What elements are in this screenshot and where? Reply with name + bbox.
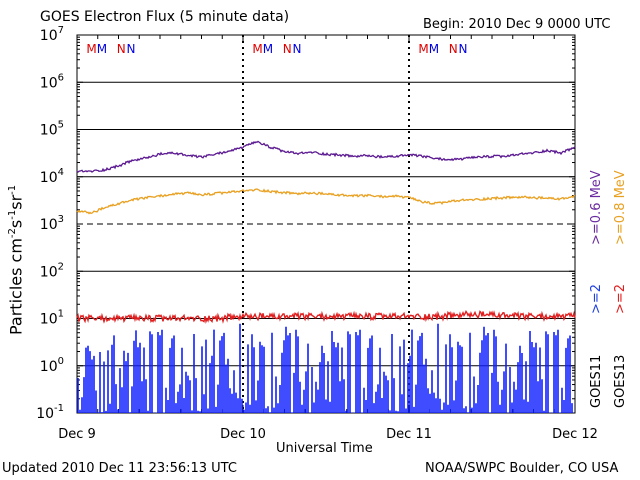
mn-marker: M bbox=[97, 42, 107, 56]
mn-marker: M bbox=[263, 42, 273, 56]
legend-goes13-ge08: >=0.8 MeV bbox=[613, 170, 628, 245]
y-tick-label: 104 bbox=[40, 167, 64, 186]
mn-marker: N bbox=[126, 42, 135, 56]
begin-time: Begin: 2010 Dec 9 0000 UTC bbox=[423, 17, 611, 32]
y-tick-exponent: 2 bbox=[58, 261, 64, 272]
mn-marker: N bbox=[449, 42, 458, 56]
x-tick-label: Dec 10 bbox=[220, 427, 266, 442]
legend-goes13-ge2: >=2 bbox=[613, 283, 628, 314]
series-goes13-ge08 bbox=[76, 188, 575, 215]
y-tick-exponent: 4 bbox=[58, 167, 64, 178]
mn-marker: M bbox=[252, 42, 262, 56]
mn-marker: N bbox=[458, 42, 467, 56]
y-axis-label: Particles cm-2s-1sr-1 bbox=[6, 184, 26, 335]
y-tick-exponent: 6 bbox=[58, 72, 64, 83]
y-tick-label: 105 bbox=[40, 120, 64, 139]
mn-marker: M bbox=[86, 42, 96, 56]
legend-goes11-satellite: GOES11 bbox=[589, 354, 604, 408]
credit: NOAA/SWPC Boulder, CO USA bbox=[425, 461, 619, 476]
mn-marker: M bbox=[429, 42, 439, 56]
x-axis-label: Universal Time bbox=[276, 441, 373, 456]
y-tick-exponent: 3 bbox=[58, 214, 64, 225]
y-tick-label: 100 bbox=[40, 356, 64, 375]
y-tick-exponent: 1 bbox=[58, 309, 64, 320]
series-goes11-ge2 bbox=[77, 323, 573, 413]
y-tick-label: 103 bbox=[40, 214, 64, 233]
mn-marker: N bbox=[283, 42, 292, 56]
series-goes11-ge06 bbox=[76, 140, 576, 173]
x-tick-label: Dec 11 bbox=[386, 427, 432, 442]
y-tick-label: 107 bbox=[40, 25, 64, 44]
mn-marker: N bbox=[117, 42, 126, 56]
y-tick-exponent: 0 bbox=[58, 356, 64, 367]
y-tick-exponent: 5 bbox=[58, 120, 64, 131]
x-tick-label: Dec 9 bbox=[58, 427, 96, 442]
updated-time: Updated 2010 Dec 11 23:56:13 UTC bbox=[2, 461, 237, 476]
legend-goes11-ge2: >=2 bbox=[589, 283, 604, 314]
y-tick-label: 106 bbox=[40, 72, 64, 91]
mn-marker: N bbox=[292, 42, 301, 56]
chart-title: GOES Electron Flux (5 minute data) bbox=[40, 9, 290, 25]
x-tick-label: Dec 12 bbox=[552, 427, 598, 442]
legend-goes11-ge06: >=0.6 MeV bbox=[589, 170, 604, 245]
y-tick-label: 102 bbox=[40, 261, 64, 280]
series-goes13-ge2 bbox=[76, 310, 576, 324]
legend-goes13-satellite: GOES13 bbox=[613, 354, 628, 408]
y-tick-label: 101 bbox=[40, 309, 64, 328]
y-tick-exponent: 7 bbox=[58, 25, 64, 36]
mn-marker: M bbox=[418, 42, 428, 56]
y-tick-label: 10-1 bbox=[36, 403, 64, 422]
y-tick-exponent: -1 bbox=[54, 403, 64, 414]
